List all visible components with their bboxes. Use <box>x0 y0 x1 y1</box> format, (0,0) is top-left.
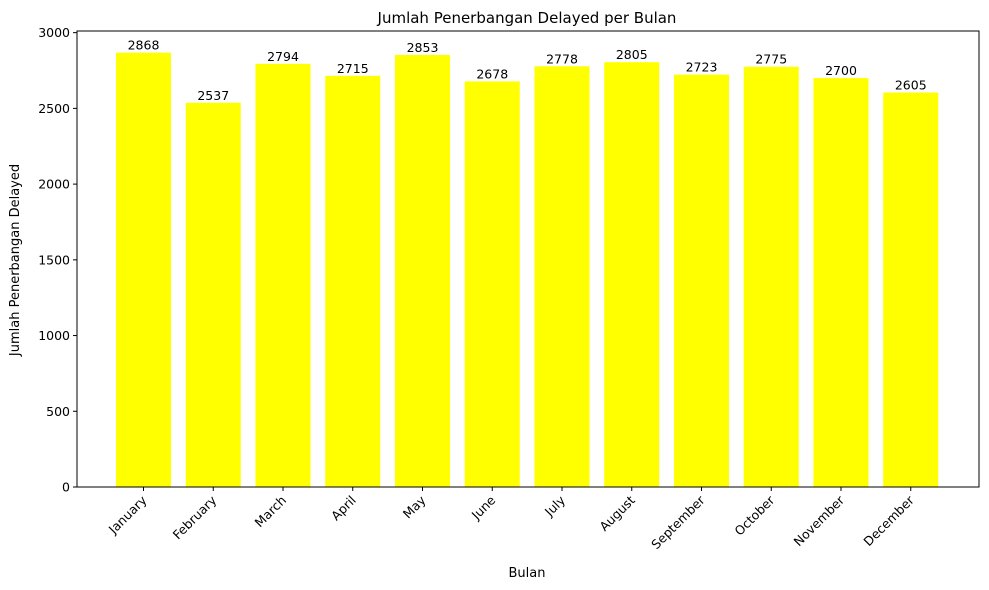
y-tick-label: 0 <box>62 480 70 495</box>
bar-value-label: 2537 <box>197 88 229 103</box>
bar-value-label: 2853 <box>407 40 439 55</box>
bar-value-label: 2794 <box>267 49 299 64</box>
bar-may <box>395 54 450 488</box>
axes-frame <box>76 30 980 488</box>
x-tick-label-january: January <box>105 492 150 537</box>
bar-value-label: 2700 <box>825 63 857 78</box>
x-tick-label-april: April <box>328 493 359 524</box>
x-tick-label-june: June <box>468 492 499 523</box>
bar-july <box>534 66 590 487</box>
bar-september <box>674 74 729 488</box>
bar-value-label: 2678 <box>476 66 508 81</box>
bar-value-label: 2715 <box>337 61 369 76</box>
bar-value-label: 2723 <box>686 60 718 75</box>
y-tick-label: 2500 <box>38 101 70 116</box>
y-tick-label: 500 <box>46 404 70 419</box>
x-tick-label-february: February <box>170 492 220 542</box>
bar-february <box>185 102 241 487</box>
x-tick-label-october: October <box>731 492 778 539</box>
bar-august <box>604 62 660 487</box>
x-tick-label-march: March <box>252 493 290 531</box>
chart-title: Jumlah Penerbangan Delayed per Bulan <box>377 9 677 27</box>
plot-area: 2868 2537 2794 2715 2853 2678 2778 2805 2723 2775… <box>38 25 980 552</box>
bar-value-label: 2605 <box>895 77 927 92</box>
x-tick-label-december: December <box>860 492 917 549</box>
x-tick-label-november: November <box>791 492 848 549</box>
x-tick-label-may: May <box>400 492 429 521</box>
chart-title-group: Jumlah Penerbangan Delayed per Bulan <box>377 9 677 27</box>
y-tick-label: 2000 <box>38 177 70 192</box>
y-tick-label: 3000 <box>38 25 70 40</box>
bar-april <box>325 75 381 487</box>
y-tick-label: 1500 <box>38 252 70 267</box>
bar-january <box>116 52 171 487</box>
bar-december <box>883 92 939 488</box>
x-axis-label: Bulan <box>509 566 546 581</box>
bar-november <box>813 78 869 487</box>
bar-value-label: 2775 <box>755 52 787 67</box>
bar-june <box>464 81 520 488</box>
x-tick-label-september: September <box>648 492 708 552</box>
y-axis-label: Jumlah Penerbangan Delayed <box>8 164 23 357</box>
x-tick-label-august: August <box>596 492 638 534</box>
bar-value-label: 2868 <box>128 38 160 53</box>
x-tick-label-july: July <box>541 492 569 520</box>
bar-october <box>743 66 799 488</box>
y-tick-label: 1000 <box>38 328 70 343</box>
bar-march <box>255 63 311 488</box>
bar-value-label: 2805 <box>616 47 648 62</box>
bar-value-label: 2778 <box>546 51 578 66</box>
